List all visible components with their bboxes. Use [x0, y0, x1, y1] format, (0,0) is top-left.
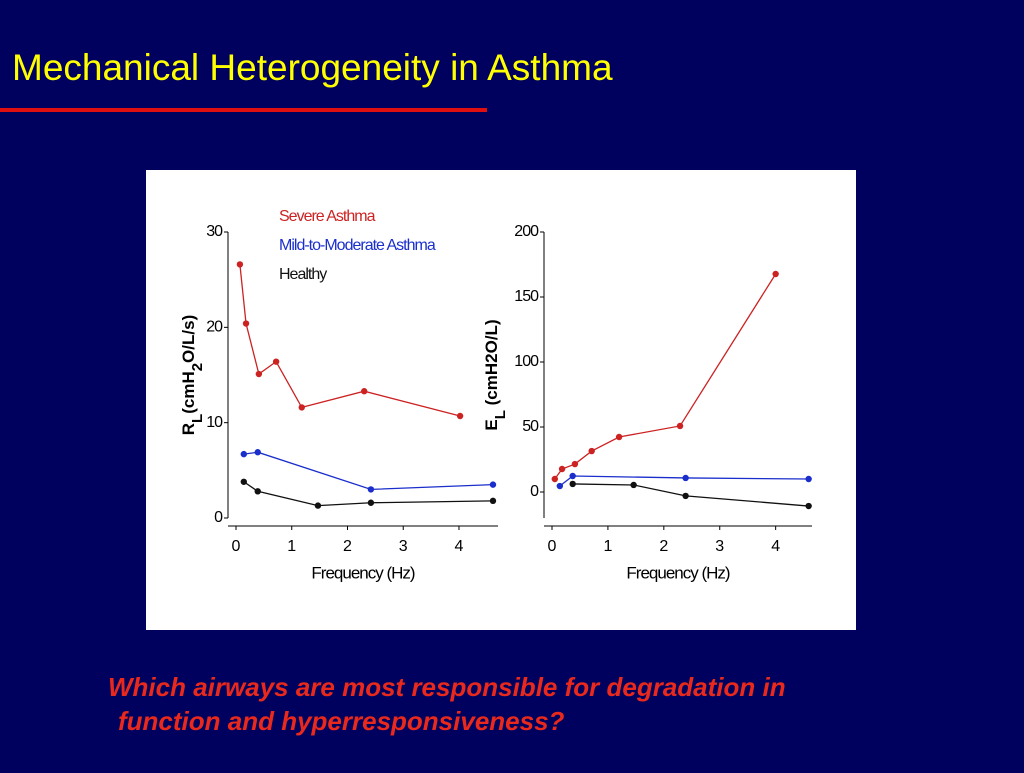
data-point	[361, 388, 368, 395]
y-axis-label: RL(cmH2O/L/s)	[179, 315, 206, 435]
x-tick-label: 0	[232, 538, 241, 555]
x-axis-label: Frequency (Hz)	[626, 563, 729, 582]
data-point	[367, 486, 375, 493]
y-axis-label-part: E	[482, 419, 501, 430]
data-point	[489, 481, 497, 488]
title-underline	[0, 108, 487, 112]
data-point	[254, 449, 261, 456]
x-tick-label: 1	[287, 538, 296, 555]
data-point	[456, 412, 464, 420]
data-point	[489, 497, 497, 505]
data-point	[569, 480, 576, 488]
data-point	[676, 422, 684, 430]
data-point	[272, 358, 280, 365]
x-tick-label: 1	[603, 538, 612, 555]
x-tick-label: 3	[715, 538, 724, 555]
series-line	[572, 483, 809, 507]
y-axis-label-part: O/L/s)	[179, 315, 198, 363]
y-axis-label: EL (cmH2O/L)	[482, 319, 509, 430]
y-axis-label-part: R	[179, 423, 198, 435]
data-point	[367, 499, 375, 506]
y-axis-label-part: (cmH2O/L)	[482, 319, 501, 410]
data-point	[236, 261, 244, 268]
legend-entry: Mild-to-Moderate Asthma	[279, 237, 436, 254]
y-axis-label-part: 2	[189, 363, 206, 371]
y-tick-label: 0	[214, 509, 223, 526]
y-tick-label: 200	[514, 223, 539, 240]
x-tick-label: 2	[343, 538, 352, 555]
y-axis-label-part: L	[492, 410, 509, 419]
data-point	[314, 502, 322, 509]
data-point	[551, 475, 558, 483]
data-point	[240, 450, 248, 458]
x-tick-label: 0	[548, 538, 557, 555]
legend-entry: Severe Asthma	[279, 208, 376, 225]
data-point	[682, 474, 689, 482]
x-tick-label: 4	[455, 538, 464, 555]
data-point	[569, 472, 576, 480]
y-tick-label: 100	[514, 353, 539, 370]
data-point	[242, 320, 250, 327]
y-tick-label: 50	[522, 418, 539, 435]
slide-title: Mechanical Heterogeneity in Asthma	[12, 47, 613, 88]
data-point	[615, 433, 623, 441]
data-point	[254, 488, 261, 495]
data-point	[255, 370, 263, 378]
data-point	[772, 270, 779, 278]
y-axis-label-part: (cmH	[179, 371, 198, 414]
data-point	[298, 404, 305, 411]
question-line: function and hyperresponsiveness?	[118, 706, 565, 736]
y-tick-label: 10	[206, 414, 223, 431]
x-tick-label: 2	[659, 538, 668, 555]
y-tick-label: 30	[206, 223, 223, 240]
y-tick-label: 0	[530, 483, 539, 500]
question-line: Which airways are most responsible for d…	[108, 672, 786, 702]
series-line	[559, 475, 809, 487]
chart-panel	[146, 170, 856, 630]
x-axis-label: Frequency (Hz)	[311, 563, 414, 582]
data-point	[805, 475, 812, 483]
y-tick-label: 20	[206, 319, 223, 336]
data-point	[571, 460, 579, 468]
data-point	[558, 465, 566, 473]
data-point	[588, 447, 595, 455]
x-tick-label: 3	[399, 538, 408, 555]
data-point	[805, 502, 812, 510]
data-point	[682, 492, 689, 500]
data-point	[630, 481, 637, 489]
y-axis-label-part: L	[189, 414, 206, 423]
y-tick-label: 150	[514, 288, 539, 305]
x-tick-label: 4	[771, 538, 780, 555]
data-point	[556, 482, 564, 490]
series-line	[243, 451, 494, 491]
data-point	[240, 478, 248, 485]
legend-entry: Healthy	[279, 266, 327, 283]
